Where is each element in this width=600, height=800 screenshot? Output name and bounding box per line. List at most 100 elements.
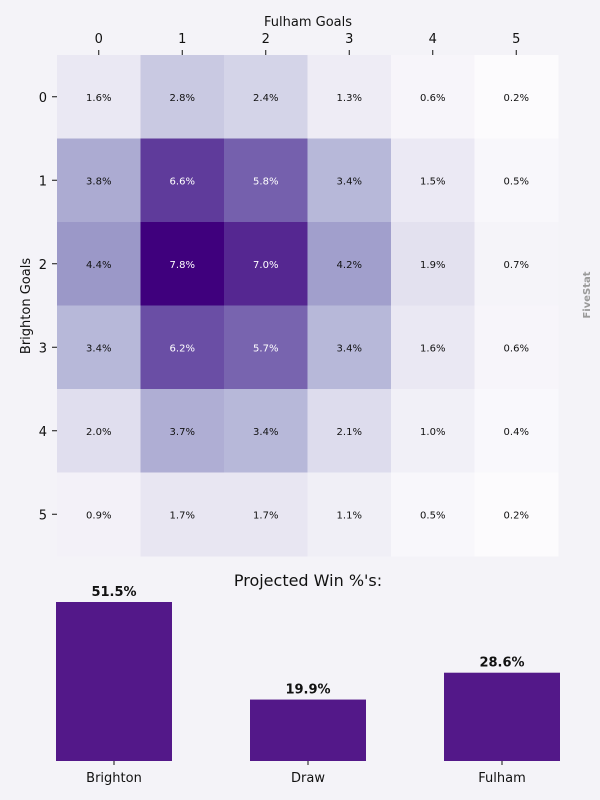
heatmap-cell-label: 1.7% (170, 510, 195, 521)
bar-chart-title: Projected Win %'s: (234, 571, 382, 590)
heatmap-x-axis-label: Fulham Goals (264, 15, 352, 30)
heatmap-cell-label: 0.6% (504, 343, 529, 354)
heatmap-cell (140, 305, 225, 390)
heatmap-cell (307, 138, 392, 223)
heatmap-cell-label: 4.2% (337, 260, 362, 271)
heatmap-cell-label: 0.2% (504, 510, 529, 521)
heatmap-x-tick-label: 1 (178, 32, 186, 47)
heatmap-cell-label: 5.8% (253, 176, 278, 187)
watermark-text: FiveStat (582, 271, 593, 318)
heatmap-cell (57, 472, 141, 557)
heatmap-cell (391, 305, 475, 390)
heatmap-cell (307, 472, 392, 557)
heatmap-cell (140, 389, 225, 473)
heatmap-y-tick-label: 5 (39, 508, 47, 523)
heatmap-cell-label: 3.7% (170, 427, 195, 438)
heatmap-cell (391, 389, 475, 473)
heatmap-cell (57, 389, 141, 473)
heatmap-cell-label: 0.5% (420, 510, 445, 521)
heatmap-cell-label: 0.2% (504, 93, 529, 104)
heatmap-cell (474, 55, 559, 139)
heatmap-cell-label: 5.7% (253, 343, 278, 354)
heatmap-cell-label: 3.8% (86, 176, 111, 187)
heatmap-y-tick-label: 1 (39, 174, 47, 189)
heatmap-cell (224, 472, 308, 557)
heatmap-cell-label: 7.8% (170, 260, 195, 271)
heatmap-cell-label: 1.7% (253, 510, 278, 521)
heatmap-cell (140, 138, 225, 223)
heatmap-x-tick-label: 2 (262, 32, 270, 47)
win-probability-bar-chart: Projected Win %'s: 51.5% Brighton 19.9% Dra… (56, 571, 560, 786)
heatmap-cell-label: 1.6% (420, 343, 445, 354)
heatmap-cell-label: 3.4% (337, 176, 362, 187)
heatmap-cell-label: 6.6% (170, 176, 195, 187)
heatmap-cell-label: 3.4% (86, 343, 111, 354)
heatmap-cell (307, 55, 392, 139)
heatmap-cell-label: 3.4% (253, 427, 278, 438)
heatmap-cell (224, 138, 308, 223)
heatmap-cell (224, 305, 308, 390)
heatmap-cell-label: 2.1% (337, 427, 362, 438)
heatmap-cell-label: 1.5% (420, 176, 445, 187)
bar-category-label: Brighton (86, 771, 142, 786)
heatmap-cell (57, 138, 141, 223)
heatmap-cell-label: 0.7% (504, 260, 529, 271)
score-heatmap: Fulham Goals Brighton Goals 1.6% 2.8% 2.4%… (19, 15, 559, 557)
heatmap-y-tick-label: 4 (39, 425, 47, 440)
bar (250, 699, 366, 761)
heatmap-cell (391, 472, 475, 557)
heatmap-cell (307, 389, 392, 473)
heatmap-cell-label: 3.4% (337, 343, 362, 354)
heatmap-y-tick-label: 0 (39, 91, 47, 106)
heatmap-cell-label: 1.3% (337, 93, 362, 104)
heatmap-y-axis-label: Brighton Goals (19, 258, 34, 354)
heatmap-cell (224, 55, 308, 139)
heatmap-x-tick-label: 3 (345, 32, 353, 47)
heatmap-cell (391, 222, 475, 306)
heatmap-cell (474, 138, 559, 223)
heatmap-cell-label: 0.6% (420, 93, 445, 104)
heatmap-cell (224, 222, 308, 306)
heatmap-cell (57, 305, 141, 390)
heatmap-cell-label: 0.9% (86, 510, 111, 521)
heatmap-cell (57, 222, 141, 306)
heatmap-cell (391, 138, 475, 223)
heatmap-cell (474, 389, 559, 473)
heatmap-y-tick-label: 2 (39, 258, 47, 273)
heatmap-cell (307, 305, 392, 390)
heatmap-cell-label: 0.5% (504, 176, 529, 187)
bar-value-label: 19.9% (285, 683, 330, 698)
heatmap-x-tick-label: 0 (95, 32, 103, 47)
heatmap-cell (474, 305, 559, 390)
heatmap-cell (307, 222, 392, 306)
heatmap-x-tick-label: 5 (512, 32, 520, 47)
heatmap-cell-label: 7.0% (253, 260, 278, 271)
heatmap-cell (391, 55, 475, 139)
bar-value-label: 51.5% (91, 585, 136, 600)
heatmap-cell (140, 472, 225, 557)
bar-value-label: 28.6% (479, 656, 524, 671)
bar-category-label: Fulham (478, 771, 526, 786)
heatmap-x-tick-label: 4 (429, 32, 437, 47)
heatmap-cell (57, 55, 141, 139)
heatmap-cell-label: 0.4% (504, 427, 529, 438)
heatmap-cell (474, 222, 559, 306)
bar (444, 672, 560, 761)
heatmap-cell-label: 1.6% (86, 93, 111, 104)
heatmap-cell-label: 1.0% (420, 427, 445, 438)
heatmap-cell (140, 55, 225, 139)
bar (56, 602, 172, 761)
heatmap-cell-label: 2.8% (170, 93, 195, 104)
heatmap-cell-label: 1.1% (337, 510, 362, 521)
heatmap-cell (140, 222, 225, 306)
bar-category-label: Draw (291, 771, 325, 786)
heatmap-y-tick-label: 3 (39, 341, 47, 356)
heatmap-cell-label: 4.4% (86, 260, 111, 271)
heatmap-cell-label: 2.0% (86, 427, 111, 438)
heatmap-cell-label: 2.4% (253, 93, 278, 104)
heatmap-cell-label: 1.9% (420, 260, 445, 271)
heatmap-cell-label: 6.2% (170, 343, 195, 354)
heatmap-cell (224, 389, 308, 473)
heatmap-cell (474, 472, 559, 557)
